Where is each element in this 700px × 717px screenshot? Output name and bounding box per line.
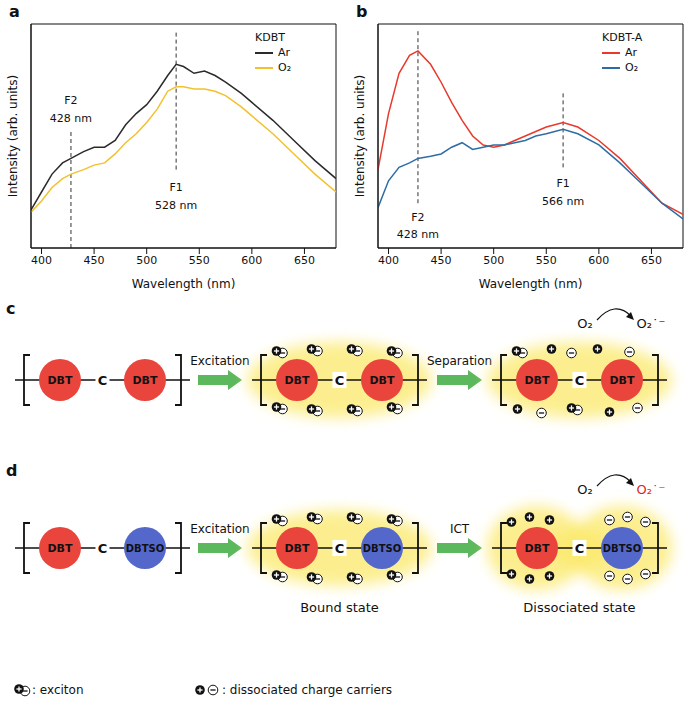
svg-text:Separation: Separation <box>427 354 492 368</box>
svg-text:Wavelength (nm): Wavelength (nm) <box>132 277 236 291</box>
svg-text:F1: F1 <box>556 177 569 190</box>
svg-text:O₂: O₂ <box>577 316 592 331</box>
svg-text:DBT: DBT <box>609 374 635 387</box>
svg-text:400: 400 <box>31 254 52 267</box>
svg-text:O₂˙⁻: O₂˙⁻ <box>637 316 666 331</box>
svg-text:650: 650 <box>641 254 662 267</box>
svg-text:500: 500 <box>136 254 157 267</box>
svg-text:450: 450 <box>431 254 452 267</box>
svg-text:550: 550 <box>189 254 210 267</box>
svg-text:528 nm: 528 nm <box>155 199 197 212</box>
svg-text:C: C <box>335 541 345 556</box>
html-text:O₂: O₂ <box>625 61 639 74</box>
html-text:Ar: Ar <box>278 46 291 59</box>
svg-text:Intensity (arb. units): Intensity (arb. units) <box>353 75 367 197</box>
svg-text:550: 550 <box>536 254 557 267</box>
svg-text:ICT: ICT <box>450 522 470 536</box>
svg-text:DBT: DBT <box>284 542 310 555</box>
svg-text:DBTSO: DBTSO <box>603 543 641 554</box>
svg-text:DBT: DBT <box>524 374 550 387</box>
svg-text:Bound state: Bound state <box>300 600 379 615</box>
svg-text:650: 650 <box>294 254 315 267</box>
html-text:a: a <box>9 2 20 21</box>
svg-text:500: 500 <box>483 254 504 267</box>
svg-text:428 nm: 428 nm <box>50 112 92 125</box>
svg-text:428 nm: 428 nm <box>397 228 439 241</box>
svg-text:600: 600 <box>241 254 262 267</box>
svg-text:: exciton: : exciton <box>32 683 84 697</box>
svg-text:C: C <box>575 373 585 388</box>
svg-text:DBTSO: DBTSO <box>363 543 401 554</box>
svg-text:600: 600 <box>588 254 609 267</box>
svg-text:DBT: DBT <box>369 374 395 387</box>
svg-text:F2: F2 <box>411 211 424 224</box>
svg-text:Excitation: Excitation <box>190 354 249 368</box>
svg-text:c: c <box>6 299 15 318</box>
html-text:O₂: O₂ <box>278 61 292 74</box>
svg-text:d: d <box>6 461 17 480</box>
svg-text:Excitation: Excitation <box>190 522 249 536</box>
svg-text:Dissociated state: Dissociated state <box>523 600 635 615</box>
svg-text:DBTSO: DBTSO <box>126 543 164 554</box>
svg-text:DBT: DBT <box>132 374 158 387</box>
svg-text:C: C <box>335 373 345 388</box>
html-text:KDBT: KDBT <box>255 31 285 44</box>
svg-text:F1: F1 <box>169 181 182 194</box>
svg-text:F2: F2 <box>64 94 77 107</box>
svg-text:Wavelength (nm): Wavelength (nm) <box>479 277 583 291</box>
html-text:Ar: Ar <box>625 46 638 59</box>
svg-text:566 nm: 566 nm <box>542 195 584 208</box>
svg-text:O₂˙⁻: O₂˙⁻ <box>637 482 666 497</box>
html-text:KDBT-A: KDBT-A <box>602 31 643 44</box>
svg-text:: dissociated charge carriers: : dissociated charge carriers <box>222 683 392 697</box>
html-text:b: b <box>356 2 368 21</box>
svg-text:450: 450 <box>84 254 105 267</box>
svg-text:Intensity (arb. units): Intensity (arb. units) <box>6 75 20 197</box>
svg-text:DBT: DBT <box>47 374 73 387</box>
svg-text:C: C <box>98 541 108 556</box>
svg-text:C: C <box>98 373 108 388</box>
svg-text:DBT: DBT <box>284 374 310 387</box>
svg-text:C: C <box>575 541 585 556</box>
svg-text:DBT: DBT <box>524 542 550 555</box>
svg-text:O₂: O₂ <box>577 482 592 497</box>
svg-text:DBT: DBT <box>47 542 73 555</box>
svg-text:400: 400 <box>378 254 399 267</box>
